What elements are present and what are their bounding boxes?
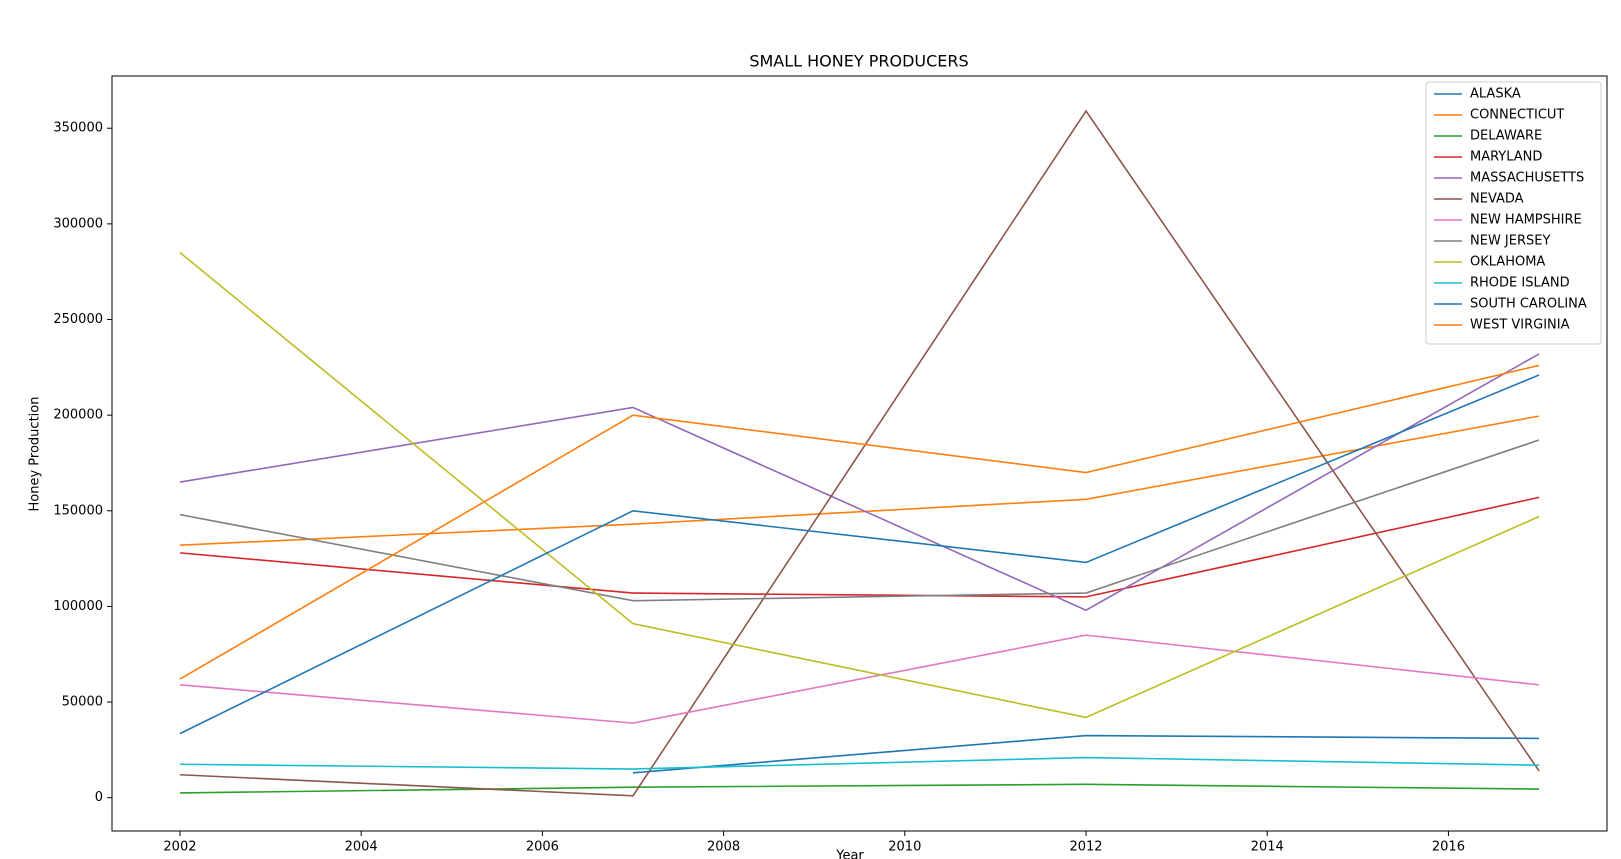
y-tick-label: 350000 xyxy=(53,121,103,136)
legend-box xyxy=(1425,81,1602,345)
y-tick-label: 100000 xyxy=(53,599,103,614)
y-tick-label: 300000 xyxy=(53,216,103,231)
legend-label: MASSACHUSETTS xyxy=(1470,171,1584,186)
legend-label: ALASKA xyxy=(1470,87,1521,102)
legend-label: SOUTH CAROLINA xyxy=(1470,297,1587,312)
legend-label: CONNECTICUT xyxy=(1470,108,1564,123)
x-tick-label: 2004 xyxy=(345,840,378,855)
series-line xyxy=(632,734,1540,774)
legend-label: MARYLAND xyxy=(1470,150,1542,165)
x-tick-label: 2014 xyxy=(1251,840,1284,855)
chart-title: SMALL HONEY PRODUCERS xyxy=(749,52,968,71)
plot-frame xyxy=(111,75,1608,832)
series-line xyxy=(179,496,1540,598)
x-tick-label: 2008 xyxy=(707,840,740,855)
x-tick-label: 2016 xyxy=(1432,840,1465,855)
y-tick-label: 0 xyxy=(95,790,103,805)
series-line xyxy=(179,783,1540,794)
legend-label: WEST VIRGINIA xyxy=(1470,318,1570,333)
series-line xyxy=(179,251,1540,719)
x-tick-label: 2010 xyxy=(888,840,921,855)
y-tick-label: 50000 xyxy=(62,695,103,710)
series-line xyxy=(179,634,1540,724)
y-tick-label: 250000 xyxy=(53,312,103,327)
legend-label: NEW JERSEY xyxy=(1470,234,1550,249)
legend-label: NEW HAMPSHIRE xyxy=(1470,213,1582,228)
series-line xyxy=(179,439,1540,602)
y-axis-label: Honey Production xyxy=(28,397,43,512)
series-line xyxy=(179,756,1540,770)
legend: ALASKA CONNECTICUT DELAWARE MARYLAND MASSACH… xyxy=(1425,81,1602,345)
series-line xyxy=(179,415,1540,547)
legend-label: NEVADA xyxy=(1470,192,1524,207)
y-tick-label: 200000 xyxy=(53,408,103,423)
x-axis-label: Year xyxy=(835,849,864,859)
legend-label: DELAWARE xyxy=(1470,129,1542,144)
legend-label: OKLAHOMA xyxy=(1470,255,1545,270)
y-tick-label: 150000 xyxy=(53,503,103,518)
series-line xyxy=(179,109,1540,797)
series-line xyxy=(179,364,1540,680)
x-tick-label: 2002 xyxy=(163,840,196,855)
legend-label: RHODE ISLAND xyxy=(1470,276,1570,291)
series-line xyxy=(179,374,1540,735)
x-tick-label: 2006 xyxy=(526,840,559,855)
series-line xyxy=(179,353,1540,612)
x-tick-label: 2012 xyxy=(1069,840,1102,855)
